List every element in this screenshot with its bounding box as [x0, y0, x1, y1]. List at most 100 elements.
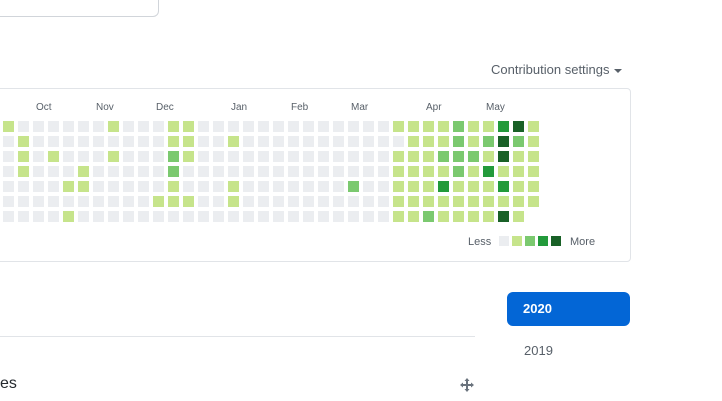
- contribution-day-cell[interactable]: [423, 166, 434, 177]
- contribution-day-cell[interactable]: [3, 181, 14, 192]
- contribution-day-cell[interactable]: [63, 181, 74, 192]
- contribution-day-cell[interactable]: [48, 196, 59, 207]
- contribution-day-cell[interactable]: [78, 196, 89, 207]
- contribution-day-cell[interactable]: [348, 181, 359, 192]
- contribution-day-cell[interactable]: [393, 151, 404, 162]
- contribution-day-cell[interactable]: [363, 181, 374, 192]
- contribution-day-cell[interactable]: [528, 136, 539, 147]
- contribution-day-cell[interactable]: [123, 181, 134, 192]
- contribution-day-cell[interactable]: [138, 196, 149, 207]
- contribution-day-cell[interactable]: [468, 211, 479, 222]
- contribution-day-cell[interactable]: [348, 151, 359, 162]
- contribution-settings-dropdown[interactable]: Contribution settings: [491, 62, 622, 77]
- contribution-day-cell[interactable]: [423, 121, 434, 132]
- contribution-day-cell[interactable]: [243, 121, 254, 132]
- contribution-day-cell[interactable]: [273, 196, 284, 207]
- contribution-day-cell[interactable]: [78, 136, 89, 147]
- contribution-day-cell[interactable]: [93, 196, 104, 207]
- contribution-day-cell[interactable]: [108, 136, 119, 147]
- contribution-day-cell[interactable]: [198, 181, 209, 192]
- contribution-day-cell[interactable]: [18, 166, 29, 177]
- contribution-day-cell[interactable]: [243, 151, 254, 162]
- contribution-day-cell[interactable]: [528, 196, 539, 207]
- contribution-day-cell[interactable]: [108, 121, 119, 132]
- contribution-day-cell[interactable]: [198, 121, 209, 132]
- contribution-day-cell[interactable]: [258, 181, 269, 192]
- contribution-day-cell[interactable]: [363, 121, 374, 132]
- contribution-day-cell[interactable]: [468, 196, 479, 207]
- contribution-day-cell[interactable]: [93, 121, 104, 132]
- contribution-day-cell[interactable]: [183, 181, 194, 192]
- contribution-day-cell[interactable]: [333, 211, 344, 222]
- contribution-day-cell[interactable]: [243, 196, 254, 207]
- contribution-day-cell[interactable]: [288, 196, 299, 207]
- contribution-day-cell[interactable]: [303, 121, 314, 132]
- contribution-day-cell[interactable]: [378, 166, 389, 177]
- contribution-day-cell[interactable]: [288, 136, 299, 147]
- contribution-day-cell[interactable]: [318, 151, 329, 162]
- contribution-day-cell[interactable]: [318, 136, 329, 147]
- contribution-day-cell[interactable]: [198, 151, 209, 162]
- contribution-day-cell[interactable]: [498, 136, 509, 147]
- contribution-day-cell[interactable]: [48, 211, 59, 222]
- contribution-day-cell[interactable]: [408, 136, 419, 147]
- contribution-day-cell[interactable]: [138, 181, 149, 192]
- contribution-day-cell[interactable]: [258, 211, 269, 222]
- contribution-day-cell[interactable]: [318, 211, 329, 222]
- contribution-day-cell[interactable]: [198, 196, 209, 207]
- contribution-day-cell[interactable]: [408, 181, 419, 192]
- contribution-day-cell[interactable]: [528, 151, 539, 162]
- contribution-day-cell[interactable]: [258, 196, 269, 207]
- contribution-day-cell[interactable]: [108, 211, 119, 222]
- contribution-day-cell[interactable]: [498, 151, 509, 162]
- contribution-day-cell[interactable]: [333, 196, 344, 207]
- year-2019-link[interactable]: 2019: [524, 343, 553, 358]
- contribution-day-cell[interactable]: [63, 166, 74, 177]
- contribution-day-cell[interactable]: [438, 211, 449, 222]
- contribution-day-cell[interactable]: [303, 166, 314, 177]
- contribution-day-cell[interactable]: [483, 166, 494, 177]
- contribution-day-cell[interactable]: [168, 136, 179, 147]
- contribution-day-cell[interactable]: [378, 151, 389, 162]
- contribution-day-cell[interactable]: [483, 151, 494, 162]
- contribution-day-cell[interactable]: [18, 211, 29, 222]
- contribution-day-cell[interactable]: [153, 136, 164, 147]
- contribution-day-cell[interactable]: [318, 166, 329, 177]
- year-2020-button[interactable]: 2020: [507, 292, 630, 326]
- contribution-day-cell[interactable]: [468, 151, 479, 162]
- contribution-day-cell[interactable]: [273, 166, 284, 177]
- contribution-day-cell[interactable]: [393, 196, 404, 207]
- contribution-day-cell[interactable]: [213, 181, 224, 192]
- contribution-day-cell[interactable]: [138, 151, 149, 162]
- contribution-day-cell[interactable]: [288, 166, 299, 177]
- contribution-day-cell[interactable]: [468, 181, 479, 192]
- contribution-day-cell[interactable]: [78, 151, 89, 162]
- contribution-day-cell[interactable]: [333, 181, 344, 192]
- contribution-day-cell[interactable]: [453, 151, 464, 162]
- contribution-day-cell[interactable]: [408, 211, 419, 222]
- contribution-day-cell[interactable]: [348, 121, 359, 132]
- contribution-day-cell[interactable]: [258, 151, 269, 162]
- contribution-day-cell[interactable]: [123, 166, 134, 177]
- contribution-day-cell[interactable]: [198, 136, 209, 147]
- contribution-day-cell[interactable]: [483, 136, 494, 147]
- contribution-day-cell[interactable]: [438, 136, 449, 147]
- contribution-day-cell[interactable]: [393, 121, 404, 132]
- contribution-day-cell[interactable]: [138, 166, 149, 177]
- contribution-day-cell[interactable]: [48, 151, 59, 162]
- contribution-day-cell[interactable]: [153, 166, 164, 177]
- contribution-day-cell[interactable]: [108, 181, 119, 192]
- contribution-day-cell[interactable]: [423, 136, 434, 147]
- contribution-day-cell[interactable]: [528, 166, 539, 177]
- contribution-day-cell[interactable]: [303, 151, 314, 162]
- contribution-day-cell[interactable]: [453, 211, 464, 222]
- contribution-day-cell[interactable]: [513, 211, 524, 222]
- contribution-day-cell[interactable]: [498, 196, 509, 207]
- contribution-day-cell[interactable]: [108, 151, 119, 162]
- contribution-day-cell[interactable]: [348, 136, 359, 147]
- contribution-day-cell[interactable]: [348, 211, 359, 222]
- contribution-day-cell[interactable]: [393, 181, 404, 192]
- contribution-day-cell[interactable]: [423, 196, 434, 207]
- contribution-day-cell[interactable]: [33, 181, 44, 192]
- contribution-day-cell[interactable]: [453, 196, 464, 207]
